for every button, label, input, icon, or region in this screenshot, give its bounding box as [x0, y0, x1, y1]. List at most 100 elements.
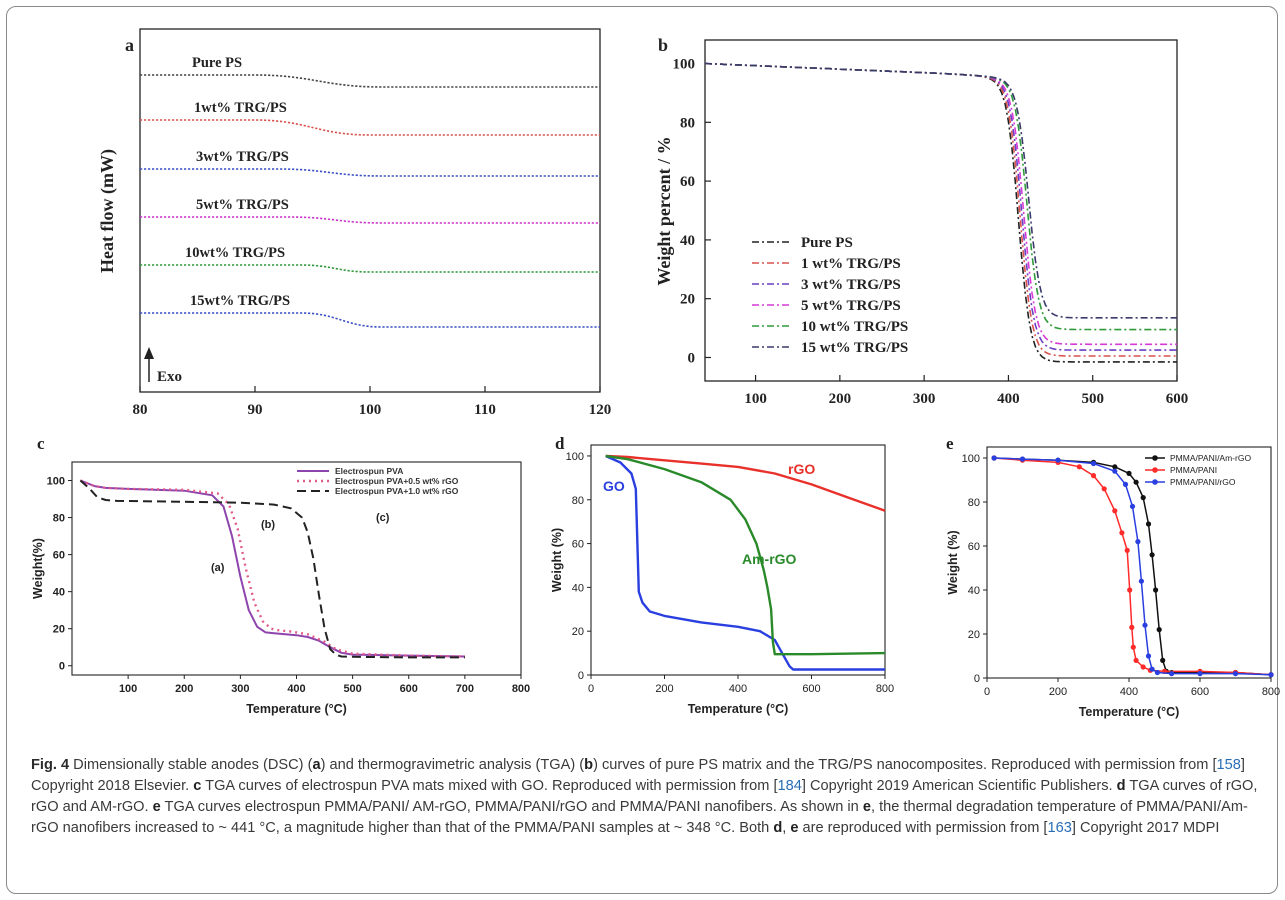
x-tick-label: 800	[876, 683, 894, 695]
series-label: 3wt% TRG/PS	[196, 149, 289, 165]
data-point	[991, 455, 997, 461]
y-tick-label: 80	[53, 513, 65, 525]
caption-text: ) curves of pure PS matrix and the TRG/P…	[593, 757, 1217, 773]
y-tick-label: 80	[968, 497, 980, 509]
data-point	[1232, 671, 1239, 677]
data-point	[1112, 464, 1118, 470]
series-line	[140, 264, 600, 273]
data-point	[1076, 464, 1082, 470]
caption-panel-ref: e	[790, 820, 799, 836]
series-label: 10wt% TRG/PS	[185, 245, 285, 261]
series-label: 5wt% TRG/PS	[196, 197, 289, 213]
x-tick-label: 400	[729, 683, 747, 695]
caption-panel-ref: d	[1116, 778, 1126, 794]
chart-panel-a: 80 90 100 110 120 Pure PS 1wt% TRG/PS 3wt% TRG/…	[97, 28, 611, 418]
data-point	[1124, 547, 1130, 554]
caption-text: , the thermal degradation temperature of…	[31, 799, 1248, 836]
data-point	[1160, 657, 1166, 664]
x-tick-label: 600	[1191, 686, 1209, 698]
data-point	[1153, 587, 1159, 593]
data-point	[1130, 644, 1136, 650]
legend-entry: 5 wt% TRG/PS	[801, 298, 901, 314]
data-point	[1055, 457, 1061, 463]
series-line	[140, 216, 600, 224]
x-tick-label: 600	[1166, 391, 1189, 407]
y-tick-label: 60	[572, 539, 584, 551]
series-line	[140, 312, 600, 328]
data-point	[1112, 468, 1118, 474]
data-point	[1149, 666, 1155, 672]
series-label: Am-rGO	[742, 551, 797, 567]
caption-text: ] Copyright 2018 Elsevier.	[31, 757, 1245, 794]
y-tick-label: 0	[974, 673, 980, 685]
panel-label-a: a	[125, 35, 134, 55]
y-tick-label: 0	[688, 350, 696, 366]
series-label: Pure PS	[192, 55, 242, 71]
caption-figure-number: Fig. 4	[31, 757, 70, 773]
plot-frame	[704, 39, 1178, 382]
caption-text: TGA curves of electrospun PVA mats mixed…	[201, 778, 778, 794]
data-point	[1112, 508, 1118, 514]
y-tick-label: 80	[680, 115, 695, 131]
caption-panel-ref: c	[193, 778, 202, 794]
exo-arrow-icon	[144, 347, 154, 359]
data-point	[1019, 456, 1026, 462]
caption-text: TGA curves of rGO, rGO and AM-rGO.	[31, 778, 1258, 815]
y-axis-label: Heat flow (mW)	[97, 149, 118, 273]
citation-link[interactable]: 163	[1047, 820, 1072, 836]
series-line	[140, 74, 600, 88]
x-tick-label: 200	[175, 683, 193, 695]
exo-label: Exo	[157, 369, 182, 385]
data-point	[1090, 460, 1097, 467]
data-point	[1268, 672, 1274, 678]
y-axis-label: Weight(%)	[31, 538, 45, 599]
y-tick-label: 20	[53, 624, 65, 636]
series-label: 15wt% TRG/PS	[190, 293, 290, 309]
x-tick-label: 100	[119, 683, 137, 695]
series-line	[80, 479, 465, 658]
legend-entry: Pure PS	[801, 235, 853, 251]
figure-frame: 80 90 100 110 120 Pure PS 1wt% TRG/PS 3wt% TRG/…	[6, 6, 1280, 894]
caption-panel-ref: d	[773, 820, 783, 836]
legend-entry: 15 wt% TRG/PS	[801, 340, 908, 356]
legend-marker	[1152, 479, 1158, 485]
data-point	[1140, 664, 1146, 670]
x-tick-label: 300	[231, 683, 249, 695]
y-tick-label: 40	[572, 582, 584, 594]
y-tick-label: 0	[59, 661, 65, 673]
data-point	[1145, 521, 1152, 527]
x-tick-label: 500	[343, 683, 361, 695]
x-tick-label: 200	[655, 683, 673, 695]
data-point	[1126, 470, 1132, 476]
x-tick-label: 200	[1049, 686, 1067, 698]
series-line	[605, 454, 885, 671]
data-point	[1149, 552, 1155, 558]
caption-text: ] Copyright 2019 American Scientific Pub…	[801, 778, 1117, 794]
x-tick-label: 80	[133, 402, 148, 418]
citation-link[interactable]: 184	[777, 778, 802, 794]
figure-caption: Fig. 4 Dimensionally stable anodes (DSC)…	[31, 755, 1267, 839]
y-tick-label: 60	[680, 174, 695, 190]
legend-entry: 1 wt% TRG/PS	[801, 256, 901, 272]
series-line	[704, 62, 1177, 319]
y-tick-label: 20	[680, 292, 695, 308]
legend-entry: PMMA/PANI/rGO	[1170, 477, 1236, 487]
x-tick-label: 100	[359, 402, 382, 418]
legend-entry: 10 wt% TRG/PS	[801, 319, 908, 335]
x-tick-label: 300	[913, 391, 936, 407]
y-tick-label: 40	[968, 585, 980, 597]
series-line	[994, 457, 1272, 676]
panel-label-c: c	[37, 434, 45, 453]
series-label: 1wt% TRG/PS	[194, 100, 287, 116]
citation-link[interactable]: 158	[1216, 757, 1241, 773]
legend-entry: PMMA/PANI/Am-rGO	[1170, 453, 1251, 463]
x-tick-label: 0	[588, 683, 594, 695]
curve-annotation: (c)	[376, 512, 390, 524]
data-point	[1142, 622, 1148, 628]
caption-panel-ref: b	[584, 757, 594, 773]
panel-label-e: e	[946, 434, 954, 453]
y-tick-label: 100	[47, 476, 65, 488]
series-label: GO	[603, 478, 625, 494]
y-tick-label: 60	[968, 541, 980, 553]
panel-label-b: b	[658, 35, 668, 55]
